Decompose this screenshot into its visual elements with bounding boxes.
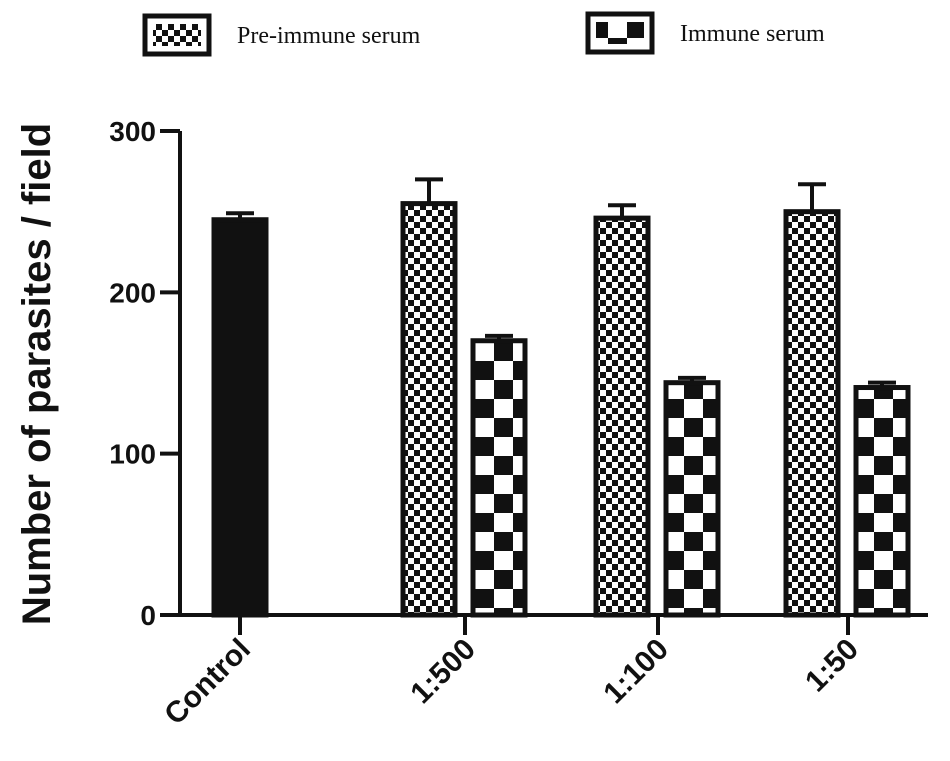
legend-swatch: [153, 24, 201, 46]
y-axis-label: Number of parasites / field: [15, 123, 59, 625]
y-tick-label: 200: [109, 277, 156, 308]
bar-pre-immune-serum-1-100: [593, 215, 651, 618]
legend: Pre-immune serum Immune serum: [142, 11, 825, 57]
legend-label: Immune serum: [680, 21, 825, 47]
y-tick-label: 300: [109, 116, 156, 147]
x-tick-label: 1:100: [597, 633, 675, 711]
bar-control-Control: [211, 217, 269, 618]
legend-label: Pre-immune serum: [237, 23, 421, 49]
x-tick-label: Control: [158, 633, 257, 732]
legend-swatch: [596, 22, 644, 44]
y-tick-label: 0: [140, 600, 156, 631]
bar-pre-immune-serum-1-50: [783, 209, 841, 618]
y-tick-label: 100: [109, 439, 156, 470]
x-tick-label: 1:500: [404, 633, 482, 711]
bar-pre-immune-serum-1-500: [400, 201, 458, 618]
bars: [211, 177, 911, 618]
bar-immune-serum-1-100: [663, 380, 721, 618]
bar-immune-serum-1-500: [470, 338, 528, 618]
x-axis: Control 1:500 1:100 1:50: [158, 613, 928, 732]
y-axis: 0 100 200 300: [109, 116, 182, 631]
x-tick-label: 1:50: [799, 633, 865, 699]
bar-immune-serum-1-50: [853, 385, 911, 618]
